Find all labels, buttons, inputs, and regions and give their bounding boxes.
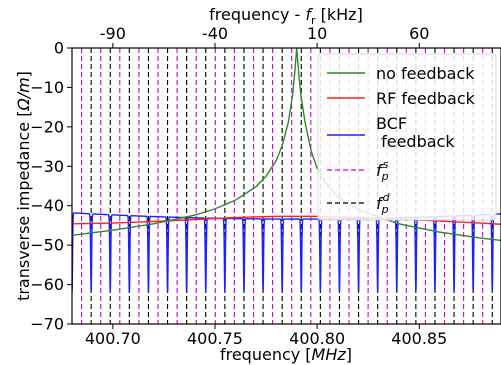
x-tick-label: 400.80 <box>289 329 345 348</box>
legend-label-bcf-feedback: BCF feedback <box>376 114 455 151</box>
y-tick-label: −40 <box>30 196 64 215</box>
y-tick-label: −20 <box>30 117 64 136</box>
legend-label-fpd: fpd <box>376 191 391 216</box>
legend-label-fps: fps <box>376 158 389 183</box>
top-x-tick-label: 60 <box>409 24 429 43</box>
x-axis-label: frequency [MHz] <box>220 345 352 364</box>
top-x-tick-label: -90 <box>100 24 126 43</box>
y-axis: 0 −10 −20 −30 −40 −50 −60 −70 <box>30 39 72 334</box>
legend-box <box>317 53 497 221</box>
legend: no feedback RF feedback BCF feedback fps… <box>317 53 497 221</box>
top-x-axis: -90 -40 10 60 <box>100 24 429 48</box>
legend-item-fpd: fpd <box>327 191 391 216</box>
x-tick-label: 400.85 <box>391 329 447 348</box>
legend-item-no-feedback: no feedback <box>327 64 475 83</box>
legend-item-fps: fps <box>327 158 389 183</box>
top-x-tick-label: 10 <box>307 24 327 43</box>
y-tick-label: −50 <box>30 236 64 255</box>
y-tick-label: −70 <box>30 315 64 334</box>
x-tick-label: 400.70 <box>85 329 141 348</box>
y-tick-label: 0 <box>54 39 64 58</box>
y-tick-label: −10 <box>30 78 64 97</box>
legend-item-bcf-feedback: BCF feedback <box>327 114 455 151</box>
x-tick-label: 400.75 <box>187 329 243 348</box>
y-tick-label: −30 <box>30 157 64 176</box>
plot-frame <box>71 47 501 325</box>
legend-label-rf-feedback: RF feedback <box>376 89 476 108</box>
y-axis-label: transverse impedance [Ω/m] <box>14 71 33 301</box>
legend-item-rf-feedback: RF feedback <box>327 89 476 108</box>
series-line-rf-feedback <box>72 215 501 225</box>
top-x-axis-label: frequency - fr [kHz] <box>209 5 363 27</box>
x-axis: 400.70 400.75 400.80 400.85 <box>85 324 447 348</box>
top-x-tick-label: -40 <box>202 24 228 43</box>
y-tick-label: −60 <box>30 275 64 294</box>
legend-label-no-feedback: no feedback <box>376 64 475 83</box>
